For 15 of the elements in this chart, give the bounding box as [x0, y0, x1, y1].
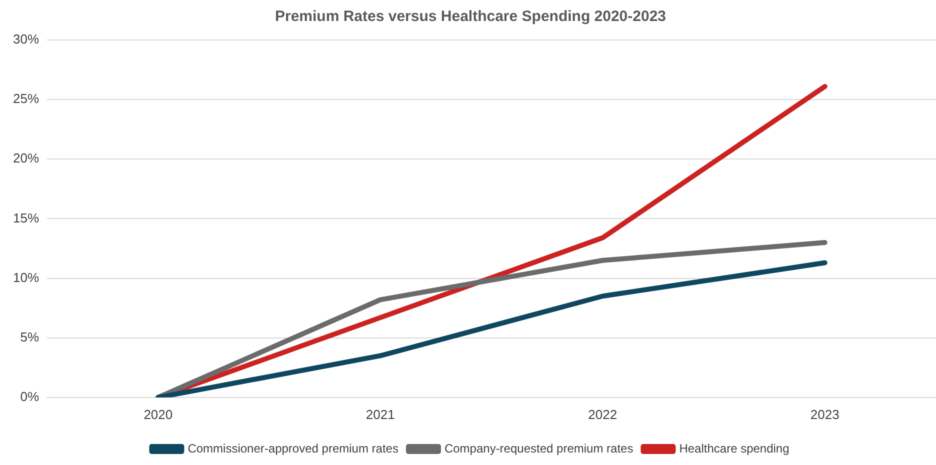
legend-label: Healthcare spending	[679, 441, 790, 456]
y-tick-label: 15%	[12, 210, 40, 226]
y-tick-label: 30%	[12, 32, 40, 47]
chart-title: Premium Rates versus Healthcare Spending 2020-2023	[274, 8, 666, 26]
y-tick-label: 20%	[12, 150, 40, 166]
y-tick-label: 5%	[20, 329, 40, 344]
x-tick-label: 2023	[810, 406, 840, 422]
x-tick-label: 2022	[588, 406, 618, 422]
y-tick-label: 0%	[20, 388, 40, 404]
y-tick-label: 25%	[12, 91, 40, 106]
legend-label: Commissioner-approved premium rates	[188, 441, 398, 456]
x-tick-label: 2021	[366, 406, 395, 422]
y-tick-label: 10%	[12, 270, 40, 285]
x-tick-label: 2020	[144, 406, 173, 422]
legend-label: Company-requested premium rates	[444, 441, 634, 456]
